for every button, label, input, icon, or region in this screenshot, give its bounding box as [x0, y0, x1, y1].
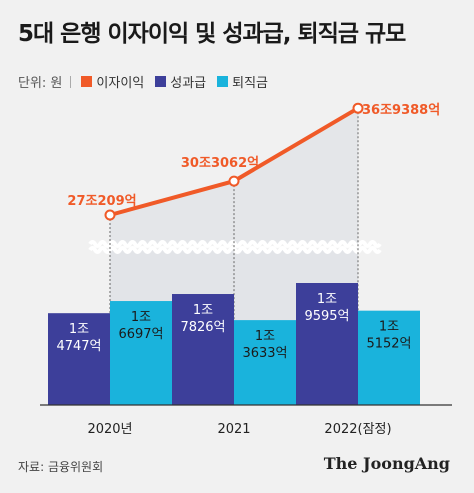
severance-bar-label: 1조 3633억 [242, 329, 287, 361]
x-tick-label: 2020년 [87, 422, 132, 437]
unit-label: 단위: 원 [18, 76, 63, 91]
severance-bar [234, 320, 296, 405]
interest-income-label: 36조9388억 [362, 103, 440, 118]
legend-swatch [217, 76, 229, 87]
axis-break-wave [88, 240, 382, 248]
x-tick-label: 2021 [217, 422, 250, 437]
bonus-bar [48, 313, 110, 405]
severance-bar-label: 1조 5152억 [366, 320, 411, 352]
legend-label: 퇴직금 [232, 76, 269, 91]
interest-income-point [352, 102, 364, 114]
legend: 단위: 원 이자이익 성과급 퇴직금 [18, 72, 279, 91]
severance-bar-label: 1조 6697억 [118, 310, 163, 342]
legend-swatch [155, 76, 167, 87]
publisher-logo: The JoongAng [323, 454, 450, 473]
severance-bar [110, 301, 172, 405]
interest-area-fill [110, 108, 358, 244]
bonus-bar-label: 1조 9595억 [304, 292, 349, 324]
legend-swatch [81, 76, 93, 87]
interest-income-point [228, 175, 240, 187]
axis-break-wave [88, 246, 382, 254]
interest-income-label: 30조3062억 [181, 156, 259, 171]
x-tick-label: 2022(잠정) [324, 422, 391, 437]
bonus-bar [172, 294, 234, 405]
legend-divider [70, 75, 72, 88]
severance-bar [358, 310, 420, 405]
legend-item-bonus: 성과급 [155, 72, 206, 91]
legend-item-interest-income: 이자이익 [81, 72, 144, 91]
bonus-bar-label: 1조 7826억 [180, 303, 225, 335]
legend-label: 이자이익 [96, 76, 145, 91]
chart-title: 5대 은행 이자이익 및 성과급, 퇴직금 규모 [18, 21, 406, 47]
legend-label: 성과급 [170, 76, 207, 91]
interest-income-label: 27조209억 [67, 194, 136, 209]
legend-item-severance: 퇴직금 [217, 72, 268, 91]
bonus-bar-label: 1조 4747억 [56, 322, 101, 354]
interest-income-point [104, 209, 116, 221]
bonus-bar [296, 283, 358, 405]
source-note: 자료: 금융위원회 [18, 460, 104, 474]
chart-canvas: 1조 4747억 1조 6697억 1조 7826억 1조 3633억 1조 9595억 1조 515… [40, 102, 452, 437]
